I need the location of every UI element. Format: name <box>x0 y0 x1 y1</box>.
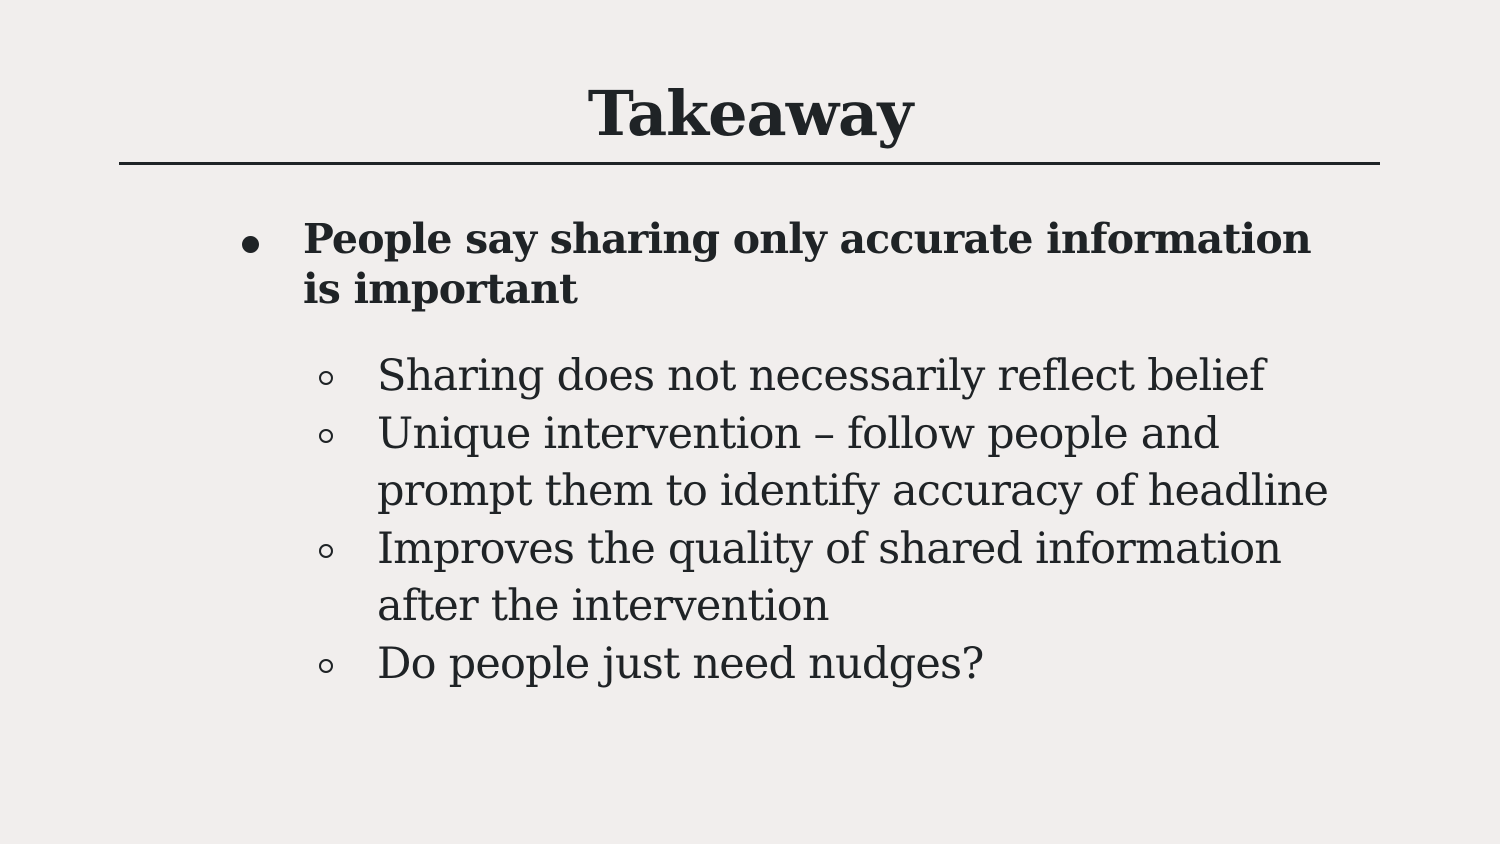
sub-bullet-item: Sharing does not necessarily reflect bel… <box>316 348 1337 406</box>
hollow-circle-bullet-icon <box>319 428 333 443</box>
sub-bullet-item: Do people just need nudges? <box>316 636 1337 694</box>
sub-bullet-item: Improves the quality of shared informati… <box>316 521 1337 636</box>
title-divider <box>119 162 1380 165</box>
hollow-circle-bullet-icon <box>319 658 333 673</box>
hollow-circle-bullet-icon <box>319 543 333 558</box>
hollow-circle-bullet-icon <box>319 371 333 385</box>
main-bullet-text: People say sharing only accurate informa… <box>303 215 1312 313</box>
sub-bullet-text: Improves the quality of shared informati… <box>377 523 1282 632</box>
sub-bullet-list: Sharing does not necessarily reflect bel… <box>316 348 1356 693</box>
sub-bullet-text: Sharing does not necessarily reflect bel… <box>377 351 1265 401</box>
filled-circle-bullet-icon <box>242 236 259 253</box>
sub-bullet-item: Unique intervention – follow people and … <box>316 406 1337 521</box>
sub-bullet-text: Unique intervention – follow people and … <box>377 408 1329 517</box>
sub-bullet-text: Do people just need nudges? <box>377 638 984 689</box>
slide-title: Takeaway <box>587 77 914 150</box>
